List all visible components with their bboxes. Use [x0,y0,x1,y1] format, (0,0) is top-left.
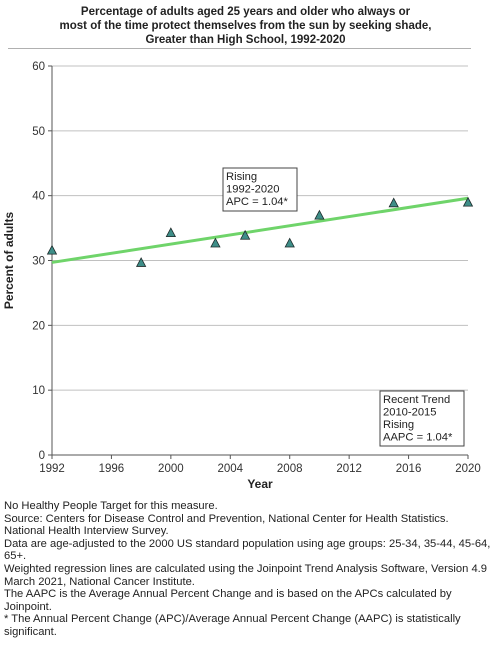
data-point-marker [284,237,295,248]
footnote-significance: * The Annual Percent Change (APC)/Averag… [4,613,461,638]
data-point-marker [462,196,474,207]
footnote-target: No Healthy People Target for this measur… [4,500,218,512]
footnote-regression: Weighted regression lines are calculated… [4,562,487,588]
footnote-source: Source: Centers for Disease Control and … [4,512,449,538]
x-tick-label: 1996 [99,463,125,475]
data-point-marker [239,229,251,240]
y-tick-label: 40 [32,191,45,203]
data-point-marker [314,209,325,220]
annotation-box [222,167,298,212]
chart-title: Percentage of adults aged 25 years and o… [0,5,491,47]
annotation-text: 2010-2015 [383,407,437,419]
annotation-text: AAPC = 1.04* [383,432,453,444]
chart-title-line: most of the time protect themselves from… [59,20,432,32]
y-tick-label: 10 [32,385,45,397]
annotation-box [379,390,465,447]
title-divider [8,48,471,49]
y-tick-label: 20 [32,320,45,332]
x-tick-label: 2000 [158,463,184,475]
footnote-age-adjustment: Data are age-adjusted to the 2000 US sta… [4,537,491,563]
x-axis-title: Year [247,477,273,491]
x-tick-label: 2008 [277,463,303,475]
x-tick-label: 2016 [396,463,422,475]
data-point-marker [388,197,399,208]
data-point-marker [165,227,177,238]
x-tick-label: 2012 [336,463,362,475]
annotation-text: Rising [383,419,414,431]
annotation-text: 1992-2020 [226,184,280,196]
annotation-text: APC = 1.04* [226,196,289,208]
data-point-marker [135,257,147,267]
chart-title-line: Percentage of adults aged 25 years and o… [80,6,411,18]
footnote-aapc: The AAPC is the Average Annual Percent C… [4,588,452,613]
y-tick-label: 50 [32,126,45,138]
annotation-text: Recent Trend [383,394,450,406]
y-tick-label: 30 [32,256,45,268]
footnotes: No Healthy People Target for this measur… [4,500,491,639]
chart-title-line: Greater than High School, 1992-2020 [145,34,346,46]
scatter-chart: 0 10 20 30 40 50 60 1992 1996 2000 2004 2008 2012 201… [2,61,481,491]
y-tick-label: 0 [39,450,45,462]
data-point-marker [210,237,221,248]
annotation-text: Rising [226,171,257,183]
y-tick-label: 60 [32,61,45,73]
x-tick-label: 1992 [39,463,65,475]
y-axis-title: Percent of adults [2,212,16,310]
trend-line [51,196,469,264]
x-tick-label: 2004 [217,463,243,475]
data-point-marker [46,244,58,255]
x-tick-label: 2020 [455,463,481,475]
